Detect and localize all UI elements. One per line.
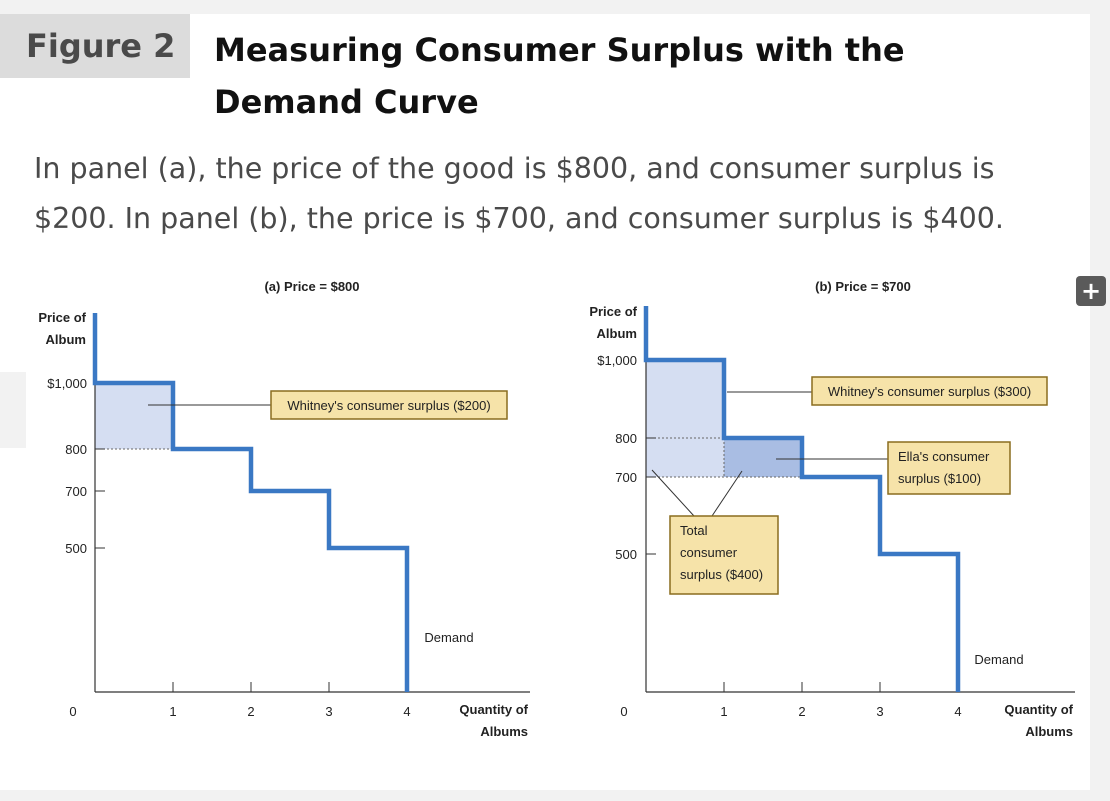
y-tick-label: 500 — [615, 547, 637, 562]
annotation-text: Ella's consumer — [898, 449, 990, 464]
annotation-text: consumer — [680, 545, 738, 560]
demand-label: Demand — [424, 630, 473, 645]
x-tick-label: 0 — [620, 704, 627, 719]
y-tick-label: 800 — [65, 442, 87, 457]
y-tick-label: 700 — [65, 484, 87, 499]
x-axis-title: Quantity of — [1004, 702, 1073, 717]
x-axis-title: Albums — [1025, 724, 1073, 739]
panel-title: (a) Price = $800 — [264, 279, 359, 294]
annotation-text: surplus ($100) — [898, 471, 981, 486]
x-tick-label: 4 — [403, 704, 410, 719]
figure-title: Measuring Consumer Surplus with the Dema… — [214, 24, 974, 128]
x-tick-label: 2 — [247, 704, 254, 719]
y-axis-title: Price of — [38, 310, 86, 325]
x-tick-label: 1 — [169, 704, 176, 719]
surplus-area — [646, 360, 724, 477]
demand-curve — [92, 313, 410, 692]
demand-label: Demand — [974, 652, 1023, 667]
annotation-box — [887, 441, 1011, 495]
x-axis-title: Quantity of — [459, 702, 528, 717]
caption-line-1: In panel (a), the price of the good is $… — [34, 152, 995, 185]
y-tick-label: 500 — [65, 541, 87, 556]
y-tick-label: 800 — [615, 431, 637, 446]
x-tick-label: 3 — [876, 704, 883, 719]
figure-label: Figure 2 — [0, 14, 190, 78]
surplus-area — [724, 438, 802, 477]
annotation-text: surplus ($400) — [680, 567, 763, 582]
x-tick-label: 2 — [798, 704, 805, 719]
panel-title: (b) Price = $700 — [815, 279, 911, 294]
annotation-text: Whitney's consumer surplus ($300) — [828, 384, 1031, 399]
surplus-area — [95, 383, 173, 449]
annotation-leader — [651, 469, 695, 517]
annotation-box — [669, 515, 779, 595]
figure-title-line-2: Demand Curve — [214, 83, 479, 121]
x-axis-title: Albums — [480, 724, 528, 739]
annotation-box — [270, 390, 508, 420]
caption-line-2: $200. In panel (b), the price is $700, a… — [34, 202, 1004, 235]
left-edge-strip — [0, 372, 26, 448]
y-axis-title: Price of — [589, 304, 637, 319]
annotation-box — [811, 376, 1048, 406]
annotation-leader — [711, 470, 743, 517]
x-tick-label: 0 — [69, 704, 76, 719]
right-edge-strip — [1095, 366, 1110, 448]
y-axis-title: Album — [597, 326, 637, 341]
figure-caption: In panel (a), the price of the good is $… — [34, 144, 1064, 244]
annotation-text: Whitney's consumer surplus ($200) — [287, 398, 490, 413]
figure-title-line-1: Measuring Consumer Surplus with the — [214, 31, 905, 69]
x-tick-label: 1 — [720, 704, 727, 719]
annotation-text: Total — [680, 523, 708, 538]
y-axis-title: Album — [46, 332, 86, 347]
demand-curve — [643, 306, 961, 692]
x-tick-label: 3 — [325, 704, 332, 719]
y-tick-label: $1,000 — [597, 353, 637, 368]
plus-icon[interactable]: + — [1076, 276, 1106, 306]
y-tick-label: $1,000 — [47, 376, 87, 391]
x-tick-label: 4 — [954, 704, 961, 719]
y-tick-label: 700 — [615, 470, 637, 485]
